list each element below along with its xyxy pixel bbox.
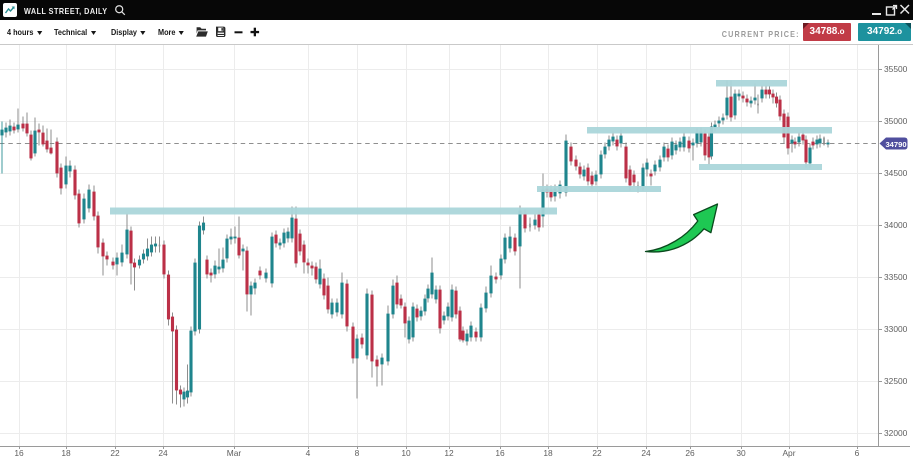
svg-text:18: 18	[543, 448, 553, 458]
svg-text:Mar: Mar	[227, 448, 242, 458]
svg-text:26: 26	[685, 448, 695, 458]
svg-text:22: 22	[592, 448, 602, 458]
svg-text:35000: 35000	[884, 116, 908, 126]
svg-text:30: 30	[736, 448, 746, 458]
svg-text:16: 16	[14, 448, 24, 458]
svg-text:24: 24	[641, 448, 651, 458]
svg-text:34000: 34000	[884, 220, 908, 230]
svg-text:10: 10	[401, 448, 411, 458]
svg-text:16: 16	[495, 448, 505, 458]
svg-text:34500: 34500	[884, 168, 908, 178]
svg-text:34790: 34790	[885, 140, 906, 149]
svg-text:18: 18	[61, 448, 71, 458]
svg-text:33500: 33500	[884, 272, 908, 282]
svg-text:22: 22	[110, 448, 120, 458]
svg-text:32000: 32000	[884, 428, 908, 438]
svg-text:8: 8	[355, 448, 360, 458]
svg-text:6: 6	[855, 448, 860, 458]
svg-text:24: 24	[158, 448, 168, 458]
svg-text:12: 12	[444, 448, 454, 458]
svg-text:4: 4	[306, 448, 311, 458]
svg-text:32500: 32500	[884, 376, 908, 386]
svg-text:Apr: Apr	[782, 448, 795, 458]
svg-text:35500: 35500	[884, 64, 908, 74]
svg-text:33000: 33000	[884, 324, 908, 334]
